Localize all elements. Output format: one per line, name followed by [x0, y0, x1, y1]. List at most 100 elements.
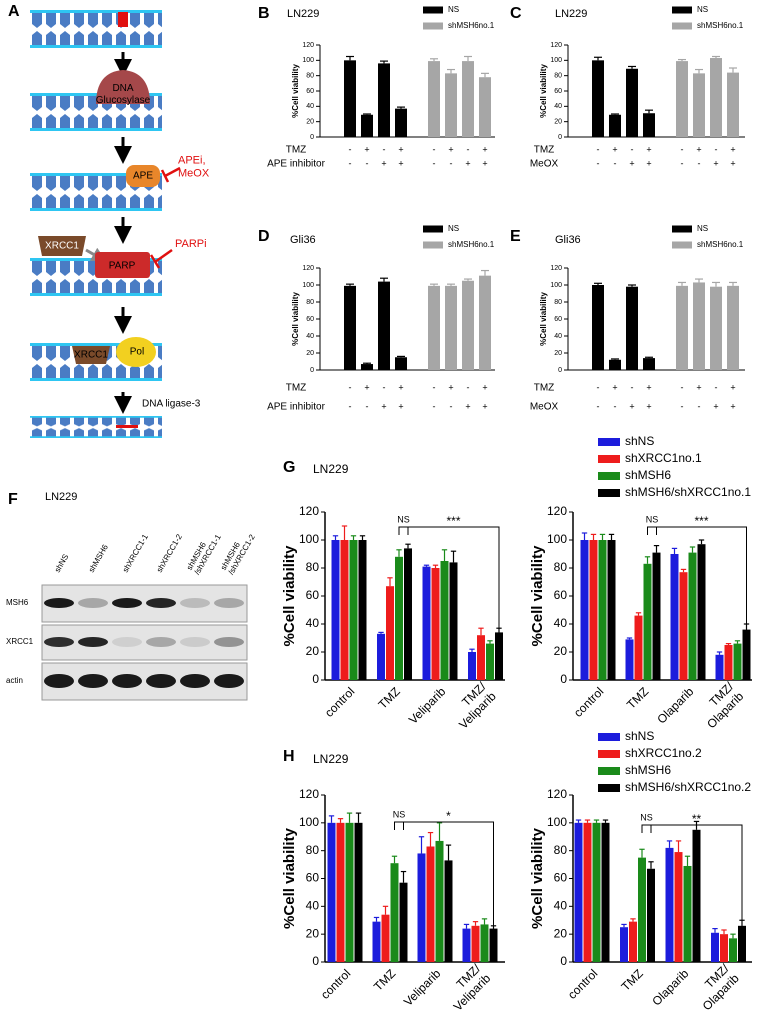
bar: [583, 822, 592, 962]
bar: [625, 639, 634, 680]
condition-sign: -: [681, 144, 684, 154]
bar: [479, 77, 491, 137]
bar: [710, 286, 722, 370]
y-tick-label: 40: [306, 899, 320, 913]
inhibitor-ape: [160, 166, 181, 183]
ape: [126, 165, 160, 187]
significance-bracket: [656, 526, 747, 655]
ape-inhibitor-label-line: MeOX: [178, 167, 210, 179]
y-tick-label: 120: [547, 787, 567, 801]
bar: [462, 928, 471, 962]
condition-sign: -: [433, 382, 436, 392]
legend-label: shMSH6no.1: [448, 240, 495, 249]
bar: [361, 114, 373, 137]
bar: [404, 548, 412, 680]
y-axis-label: %Cell viability: [529, 827, 546, 929]
condition-sign: -: [433, 158, 436, 168]
panel-title: LN229: [287, 8, 319, 20]
band: [112, 637, 142, 647]
condition-sign: -: [467, 144, 470, 154]
condition-sign: -: [349, 401, 352, 411]
panel-title: LN229: [555, 8, 587, 20]
condition-sign: +: [646, 401, 651, 411]
bar: [643, 563, 652, 680]
bar: [609, 114, 621, 137]
condition-sign: +: [465, 401, 470, 411]
x-tick-label: TMZ: [371, 966, 398, 993]
condition-sign: -: [631, 144, 634, 154]
legend-label: NS: [697, 5, 708, 14]
legend-swatch: [598, 784, 620, 792]
parp: [95, 252, 150, 278]
legend-label: NS: [448, 224, 459, 233]
condition-sign: +: [730, 401, 735, 411]
condition-sign: +: [730, 158, 735, 168]
bar: [574, 822, 583, 962]
condition-sign: +: [482, 401, 487, 411]
y-tick-label: 40: [306, 333, 314, 340]
legend-label: shMSH6no.1: [448, 21, 495, 30]
x-tick-label: Veliparib: [406, 684, 449, 727]
bar: [445, 73, 457, 137]
band: [214, 674, 244, 688]
condition-label: TMZ: [534, 145, 555, 156]
y-tick-label: 40: [306, 103, 314, 110]
condition-sign: +: [398, 144, 403, 154]
legend-swatch: [672, 225, 692, 233]
y-tick-label: 60: [554, 871, 568, 885]
y-tick-label: 40: [554, 333, 562, 340]
lane-label: shNS: [53, 553, 71, 574]
condition-sign: +: [629, 401, 634, 411]
y-tick-label: 100: [299, 532, 319, 546]
annotation: ***: [446, 514, 460, 528]
band: [180, 598, 210, 608]
bar: [422, 566, 431, 680]
bar: [431, 568, 440, 680]
bar: [620, 927, 628, 962]
bar: [724, 645, 733, 680]
condition-sign: +: [646, 144, 651, 154]
x-tick-label: Olaparib: [649, 966, 691, 1008]
condition-label: MeOX: [530, 159, 559, 170]
panel-letter: F: [8, 491, 18, 508]
bar: [629, 921, 637, 962]
bar: [693, 282, 705, 370]
bar: [697, 544, 706, 680]
y-tick-label: 40: [306, 616, 320, 630]
glycosylase-label: DNA Glucosylase: [96, 83, 151, 106]
x-tick-label: control: [565, 966, 600, 1001]
bar: [643, 358, 655, 370]
bar: [386, 586, 394, 680]
y-tick-label: 0: [560, 672, 567, 686]
band: [180, 637, 210, 647]
y-tick-label: 100: [299, 815, 319, 829]
bar: [486, 643, 494, 680]
significance-bracket: [651, 824, 743, 932]
condition-sign: -: [383, 382, 386, 392]
ligated-nick: [116, 425, 138, 428]
y-tick-label: 100: [550, 57, 562, 64]
bar: [720, 934, 728, 962]
y-tick-label: 60: [306, 88, 314, 95]
y-tick-label: 20: [306, 350, 314, 357]
y-axis-label: %Cell viability: [291, 64, 300, 118]
y-tick-label: 80: [306, 843, 320, 857]
y-axis-label: %Cell viability: [539, 292, 548, 346]
condition-sign: -: [597, 158, 600, 168]
bar: [626, 286, 638, 370]
y-axis-label: %Cell viability: [281, 827, 298, 929]
condition-label: APE inhibitor: [267, 402, 325, 413]
bar: [444, 860, 453, 962]
condition-sign: -: [715, 382, 718, 392]
band: [112, 598, 142, 608]
bar: [358, 540, 367, 680]
blot-title: LN229: [45, 491, 77, 503]
bar: [445, 285, 457, 370]
dna: [28, 414, 164, 440]
y-tick-label: 20: [554, 350, 562, 357]
x-tick-label: control: [318, 966, 353, 1001]
condition-label: TMZ: [534, 383, 555, 394]
y-tick-label: 60: [306, 316, 314, 323]
panel-title: Gli36: [555, 234, 581, 246]
